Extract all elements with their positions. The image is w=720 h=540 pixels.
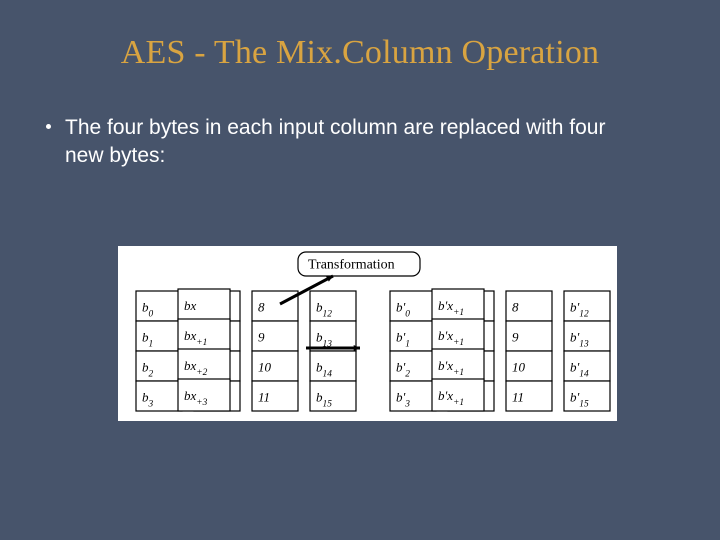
svg-text:11: 11 <box>258 389 270 404</box>
svg-text:11: 11 <box>512 389 524 404</box>
svg-text:8: 8 <box>512 299 519 314</box>
svg-text:9: 9 <box>512 329 519 344</box>
svg-text:Transformation: Transformation <box>308 257 395 272</box>
figure-svg: b0b1b2b3b4b5b6b7891011b12b13b14b15bxbx+1… <box>118 246 617 421</box>
slide-title: AES - The Mix.Column Operation <box>0 0 720 72</box>
bullet-text: The four bytes in each input column are … <box>65 114 646 171</box>
mixcolumn-figure: b0b1b2b3b4b5b6b7891011b12b13b14b15bxbx+1… <box>118 246 617 421</box>
svg-text:bx: bx <box>184 298 197 313</box>
svg-text:10: 10 <box>258 359 272 374</box>
svg-text:8: 8 <box>258 299 265 314</box>
svg-text:10: 10 <box>512 359 526 374</box>
bullet-dot <box>46 124 51 129</box>
bullet-item: The four bytes in each input column are … <box>46 114 646 171</box>
svg-text:9: 9 <box>258 329 265 344</box>
bullet-block: The four bytes in each input column are … <box>46 114 646 171</box>
